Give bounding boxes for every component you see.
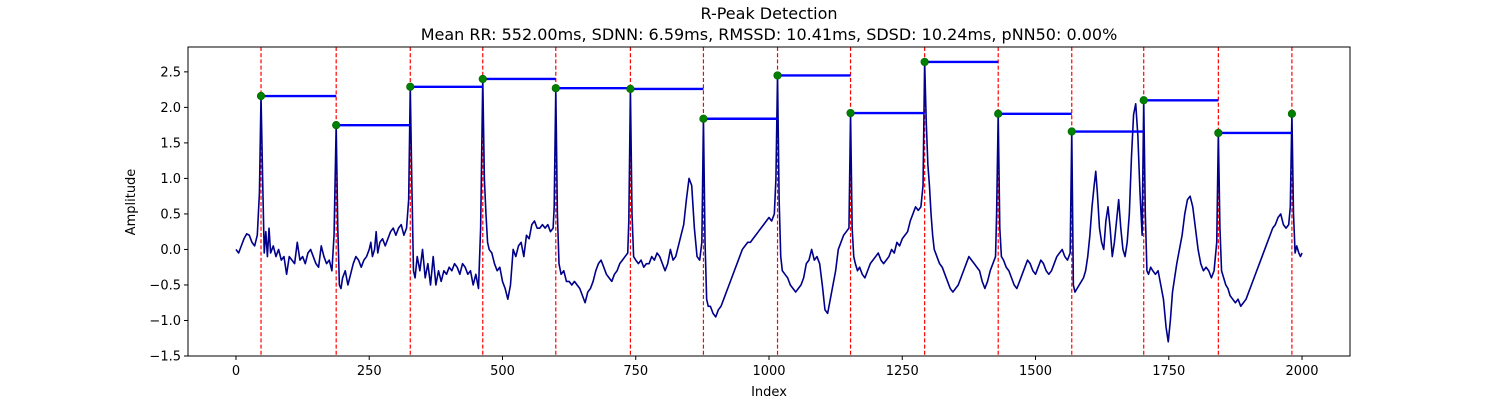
x-tick-label-1: 250 <box>357 364 382 379</box>
y-tick-label-4: 0.5 <box>160 207 181 222</box>
y-tick-label-8: 2.5 <box>160 65 181 80</box>
x-tick-label-3: 750 <box>623 364 648 379</box>
y-tick-label-5: 1.0 <box>160 172 181 187</box>
peak-marker-0 <box>256 91 266 101</box>
plot-area: 0 250 500 750 1000 1250 1500 1750 2000 −1.5 −1.0 −0… <box>149 46 1351 379</box>
peak-marker-4 <box>551 84 560 93</box>
x-tick-label-6: 1500 <box>1019 364 1052 379</box>
x-tick-label-8: 2000 <box>1285 364 1318 379</box>
x-tick-label-7: 1750 <box>1152 364 1185 379</box>
peak-marker-3 <box>478 74 487 84</box>
y-tick-label-6: 1.5 <box>160 136 181 151</box>
peak-marker-7 <box>773 71 782 80</box>
peak-marker-10 <box>994 109 1003 118</box>
peak-marker-9 <box>920 57 929 67</box>
peak-marker-11 <box>1067 127 1076 136</box>
y-tick-label-1: −1.0 <box>149 314 181 329</box>
y-tick-label-0: −1.5 <box>149 350 181 365</box>
y-tick-label-2: −0.5 <box>149 278 181 293</box>
axes-frame <box>187 46 1351 357</box>
peak-marker-13 <box>1214 128 1223 138</box>
x-tick-label-2: 500 <box>490 364 515 379</box>
peak-marker-14 <box>1287 109 1296 118</box>
chart-subtitle: Mean RR: 552.00ms, SDNN: 6.59ms, RMSSD: … <box>421 25 1118 44</box>
x-tick-label-0: 0 <box>232 364 240 379</box>
peak-marker-1 <box>332 121 341 130</box>
peak-marker-12 <box>1139 96 1148 105</box>
x-axis-label: Index <box>751 385 787 400</box>
chart-title: R-Peak Detection <box>700 4 837 23</box>
y-axis-label: Amplitude <box>124 169 139 236</box>
peak-marker-5 <box>626 84 635 94</box>
y-tick-label-7: 2.0 <box>160 101 181 116</box>
peak-marker-2 <box>406 82 415 91</box>
x-tick-label-4: 1000 <box>752 364 785 379</box>
x-tick-label-5: 1250 <box>886 364 919 379</box>
peak-marker-6 <box>699 114 708 123</box>
peak-marker-8 <box>846 108 855 118</box>
y-tick-label-3: 0.0 <box>160 243 181 258</box>
